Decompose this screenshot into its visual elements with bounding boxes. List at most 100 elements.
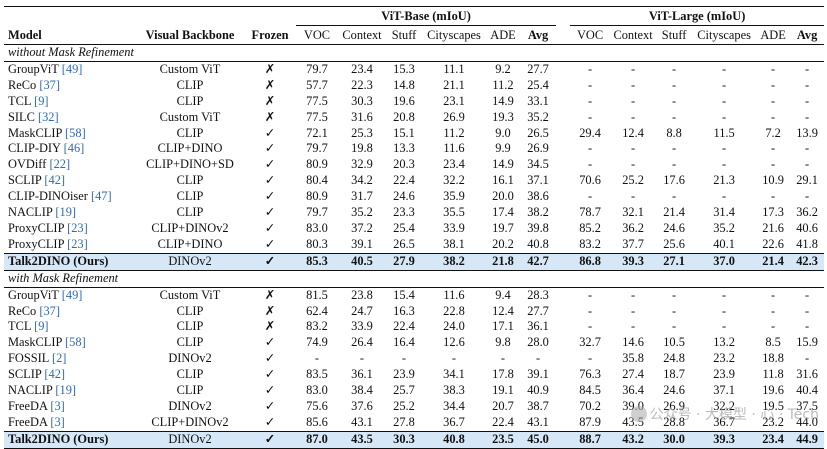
table-row: OVDiff [22] CLIP+DINO+SD ✓ 80.9 32.9 20.3 23.4…	[4, 157, 824, 173]
frozen-mark: ✓	[244, 253, 296, 271]
base-value: 12.6	[443, 335, 465, 350]
citation-link[interactable]: [49]	[61, 287, 83, 302]
large-value: 11.5	[713, 125, 735, 140]
base-value: 28.0	[527, 335, 549, 350]
base-value: 27.7	[527, 303, 549, 318]
frozen-mark: ✗	[264, 319, 276, 334]
citation-link[interactable]: [19]	[55, 383, 77, 398]
large-value: 43.5	[622, 414, 644, 429]
base-value: 11.6	[443, 141, 465, 156]
large-value: 84.5	[579, 383, 601, 398]
base-value: 23.8	[351, 287, 373, 302]
large-value: 35.2	[713, 220, 735, 235]
base-value: 83.5	[306, 367, 328, 382]
base-value: 16.4	[393, 335, 415, 350]
base-value: 17.8	[492, 367, 514, 382]
model-name: GroupViT [49]	[8, 287, 83, 302]
base-col-context: Context	[342, 28, 382, 42]
large-value: -	[588, 141, 593, 156]
table-row: TCL [9] CLIP ✗ 83.2 33.9 22.4 24.0 17.1 36.1 - - - -…	[4, 319, 824, 335]
citation-link[interactable]: [23]	[67, 236, 88, 251]
base-value: 11.1	[443, 61, 465, 76]
citation-link[interactable]: [32]	[37, 109, 59, 124]
frozen-mark: ✓	[264, 236, 276, 251]
base-value: 39.1	[351, 236, 373, 251]
large-value: -	[631, 189, 636, 204]
base-col-ade: ADE	[490, 28, 516, 42]
large-value: 37.7	[622, 236, 644, 251]
base-value: 17.1	[492, 319, 514, 334]
base-value: 34.4	[443, 398, 465, 413]
base-value: 38.3	[443, 383, 465, 398]
large-value: 23.2	[762, 414, 784, 429]
citation-link[interactable]: [49]	[61, 61, 83, 76]
base-value: 23.4	[351, 61, 373, 76]
base-value: 9.2	[495, 61, 511, 76]
base-value: 37.1	[527, 173, 549, 188]
visual-backbone: CLIP+DINO	[157, 141, 223, 156]
citation-link[interactable]: [23]	[67, 220, 88, 235]
frozen-mark: ✗	[264, 303, 276, 318]
base-value: 87.0	[296, 431, 338, 449]
citation-link[interactable]: [58]	[65, 125, 86, 140]
citation-link[interactable]: [42]	[44, 367, 66, 382]
base-value: 16.1	[492, 173, 514, 188]
large-value: -	[588, 351, 593, 366]
citation-link[interactable]: [9]	[34, 93, 49, 108]
base-value: 62.4	[306, 303, 328, 318]
large-value: 78.7	[579, 205, 601, 220]
citation-link[interactable]: [42]	[44, 173, 66, 188]
large-value: -	[588, 77, 593, 92]
model-name: MaskCLIP [58]	[8, 125, 86, 140]
table-row: SILC [32] Custom ViT ✗ 77.5 31.6 20.8 26.9 19.3…	[4, 110, 824, 126]
base-value: 32.2	[443, 173, 465, 188]
visual-backbone: CLIP	[176, 367, 204, 382]
citation-link[interactable]: [2]	[51, 351, 67, 366]
table-row: ReCo [37] CLIP ✗ 57.7 22.3 14.8 21.1 11.2 25.4 - -…	[4, 78, 824, 94]
citation-link[interactable]: [3]	[50, 398, 65, 413]
large-value: 83.2	[579, 236, 601, 251]
visual-backbone: Custom ViT	[159, 287, 221, 302]
large-value: -	[771, 157, 776, 172]
base-value: 9.4	[495, 287, 511, 302]
citation-link[interactable]: [3]	[50, 414, 65, 429]
citation-link[interactable]: [37]	[39, 77, 60, 92]
base-value: -	[401, 351, 407, 366]
large-value: -	[805, 77, 810, 92]
frozen-mark: ✓	[264, 398, 276, 413]
large-value: -	[805, 61, 810, 76]
citation-link[interactable]: [19]	[55, 205, 77, 220]
citation-link[interactable]: [46]	[63, 141, 85, 156]
large-value: 39.3	[610, 253, 657, 271]
base-value: 15.3	[393, 61, 415, 76]
large-value: 30.0	[656, 431, 693, 449]
visual-backbone: CLIP	[176, 189, 204, 204]
citation-link[interactable]: [47]	[90, 189, 112, 204]
large-value: 25.2	[622, 173, 644, 188]
citation-link[interactable]: [58]	[65, 335, 86, 350]
large-value: -	[672, 61, 677, 76]
base-value: 20.7	[492, 398, 514, 413]
large-value: 24.6	[663, 220, 685, 235]
frozen-mark: ✓	[264, 335, 276, 350]
large-value: -	[588, 189, 593, 204]
model-name: GroupViT [49]	[8, 61, 83, 76]
large-value: 23.4	[756, 431, 791, 449]
large-value: -	[771, 109, 776, 124]
base-value: 43.1	[527, 414, 549, 429]
large-value: -	[672, 77, 677, 92]
table-row: NACLIP [19] CLIP ✓ 79.7 35.2 23.3 35.5 17.4 38.2…	[4, 205, 824, 221]
citation-link[interactable]: [22]	[49, 157, 71, 172]
large-value: -	[722, 61, 727, 76]
large-value: 86.8	[570, 253, 611, 271]
visual-backbone: DINOv2	[168, 351, 212, 366]
frozen-mark: ✓	[264, 414, 276, 429]
citation-link[interactable]: [37]	[39, 303, 60, 318]
base-value: 24.7	[351, 303, 373, 318]
base-value: 39.1	[527, 367, 549, 382]
large-value: -	[722, 287, 727, 302]
citation-link[interactable]: [9]	[34, 319, 49, 334]
visual-backbone: CLIP	[176, 303, 204, 318]
table-row: GroupViT [49] Custom ViT ✗ 81.5 23.8 15.4 11.6…	[4, 287, 824, 303]
large-value: 31.4	[713, 205, 735, 220]
